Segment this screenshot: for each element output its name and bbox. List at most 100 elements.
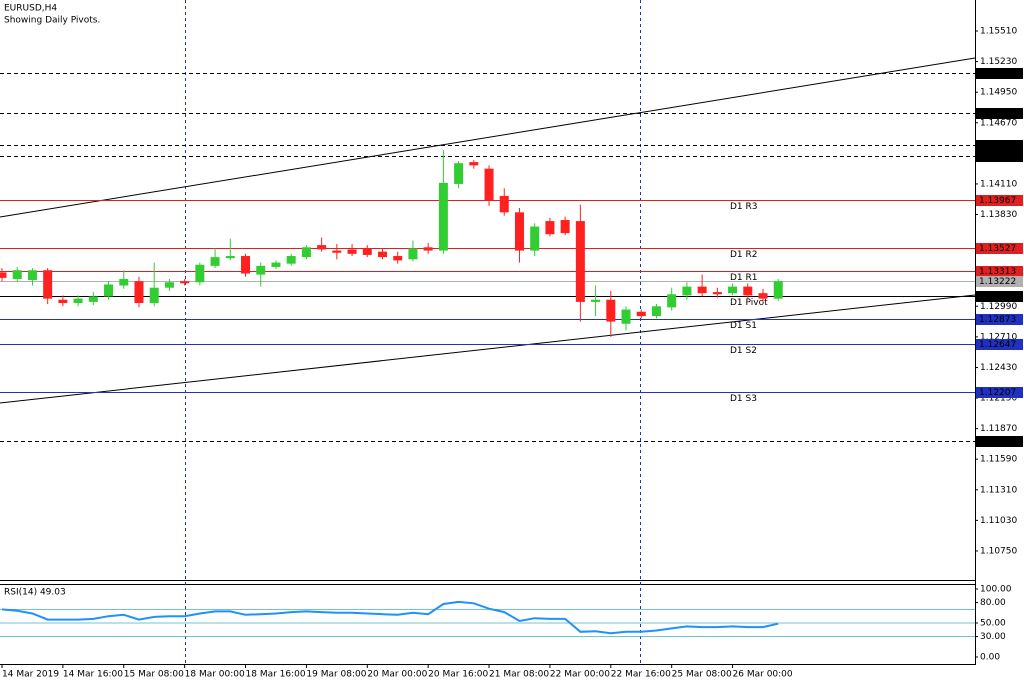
- x-tick-label: 20 Mar 16:00: [428, 670, 488, 680]
- level-label-box: [976, 108, 1023, 119]
- candle-body: [43, 270, 53, 299]
- level-label-box: [976, 387, 1023, 398]
- level-label: 1.13087: [979, 292, 1016, 302]
- level-label-box: [976, 266, 1023, 277]
- level-label-box: [976, 436, 1023, 447]
- x-tick-label: 21 Mar 08:00: [489, 670, 549, 680]
- y-tick-label: 1.15510: [980, 27, 1017, 37]
- candle-body: [317, 245, 327, 250]
- y-tick-label: 1.11030: [980, 516, 1017, 526]
- y-tick-label: 1.13830: [980, 210, 1017, 220]
- level-label: 1.14760: [979, 109, 1016, 119]
- chart-title: EURUSD,H4: [4, 4, 57, 14]
- candle-body: [119, 278, 129, 286]
- level-label: 1.15129: [979, 69, 1016, 79]
- candle-body: [651, 306, 661, 317]
- candle-body: [560, 219, 570, 234]
- candle-body: [545, 221, 555, 235]
- level-name: D1 Pivot: [730, 298, 768, 308]
- candle-body: [134, 281, 144, 303]
- level-label: 1.11752: [979, 437, 1016, 447]
- rsi-line: [1, 600, 779, 635]
- candle-body: [743, 286, 753, 296]
- y-tick-label: 1.15230: [980, 57, 1017, 67]
- candle-body: [438, 182, 448, 251]
- candle-body: [469, 162, 479, 166]
- level-label: 1.13527: [979, 244, 1016, 254]
- level-label-box: [976, 243, 1023, 254]
- rsi-y-tick-label: 30.00: [980, 632, 1006, 642]
- y-tick-label: 1.11590: [980, 455, 1017, 465]
- y-tick-label: 1.14950: [980, 88, 1017, 98]
- candle-body: [210, 257, 220, 266]
- candle-body: [104, 284, 114, 297]
- candle-body: [773, 281, 783, 299]
- candle-body: [484, 168, 494, 201]
- y-tick-label: 1.11310: [980, 485, 1017, 495]
- chart-subtitle: Showing Daily Pivots.: [4, 16, 100, 26]
- y-tick-label: 1.12150: [980, 394, 1017, 404]
- candle-body: [256, 265, 266, 275]
- level-label-box: [976, 68, 1023, 79]
- candle-body: [27, 270, 37, 281]
- candle-body: [697, 286, 707, 294]
- candle-body: [0, 272, 7, 278]
- candle-body: [606, 299, 616, 322]
- level-label: 1.13313: [979, 267, 1016, 277]
- x-tick-label: 18 Mar 00:00: [185, 670, 245, 680]
- level-label: 1.14362: [979, 152, 1016, 162]
- candle-body: [514, 212, 524, 251]
- candle-body: [58, 299, 68, 303]
- candle-body: [241, 256, 251, 274]
- level-name: D1 S1: [730, 321, 757, 331]
- candle-body: [73, 298, 83, 303]
- candle-body: [347, 249, 357, 254]
- x-tick-label: 14 Mar 16:00: [63, 670, 123, 680]
- level-label-box: [976, 276, 1023, 287]
- level-name: D1 R3: [730, 202, 758, 212]
- rsi-y-tick-label: 0.00: [980, 653, 1000, 663]
- y-tick-label: 1.12430: [980, 363, 1017, 373]
- level-label-box: [976, 151, 1023, 162]
- candle-body: [530, 226, 540, 251]
- rsi-y-tick-label: 80.00: [980, 598, 1006, 608]
- y-tick-label: 1.12710: [980, 332, 1017, 342]
- x-tick-label: 15 Mar 08:00: [124, 670, 184, 680]
- level-name: D1 S3: [730, 394, 757, 404]
- candle-body: [180, 281, 190, 284]
- candle-body: [454, 163, 464, 184]
- candle-body: [591, 299, 601, 302]
- candle-body: [393, 256, 403, 261]
- candle-body: [12, 270, 22, 279]
- level-label: 1.13967: [979, 196, 1016, 206]
- candle-body: [195, 264, 205, 283]
- candle-body: [164, 282, 174, 288]
- level-name: D1 S2: [730, 346, 757, 356]
- x-tick-label: 25 Mar 08:00: [672, 670, 732, 680]
- x-tick-label: 26 Mar 00:00: [733, 670, 793, 680]
- level-label-box: [976, 339, 1023, 350]
- level-name: D1 R2: [730, 250, 758, 260]
- candle-body: [301, 247, 311, 258]
- candle-body: [362, 248, 372, 255]
- candle-body: [575, 221, 585, 302]
- level-name: D1 R1: [730, 273, 758, 283]
- level-label: 1.13222: [979, 277, 1016, 287]
- candle-body: [621, 309, 631, 324]
- candle-body: [499, 195, 509, 213]
- level-label-box: [976, 291, 1023, 302]
- trend-line: [0, 294, 976, 404]
- rsi-y-tick-label: 50.00: [980, 619, 1006, 629]
- level-label: 1.12207: [979, 388, 1016, 398]
- level-label: 1.12873: [979, 315, 1016, 325]
- level-label: 1.12647: [979, 340, 1016, 350]
- y-tick-label: 1.10750: [980, 546, 1017, 556]
- y-tick-label: 1.11870: [980, 424, 1017, 434]
- candle-body: [271, 262, 281, 267]
- y-tick-label: 1.14110: [980, 179, 1017, 189]
- x-tick-label: 14 Mar 2019: [2, 670, 59, 680]
- candle-body: [408, 248, 418, 260]
- candle-body: [758, 293, 768, 299]
